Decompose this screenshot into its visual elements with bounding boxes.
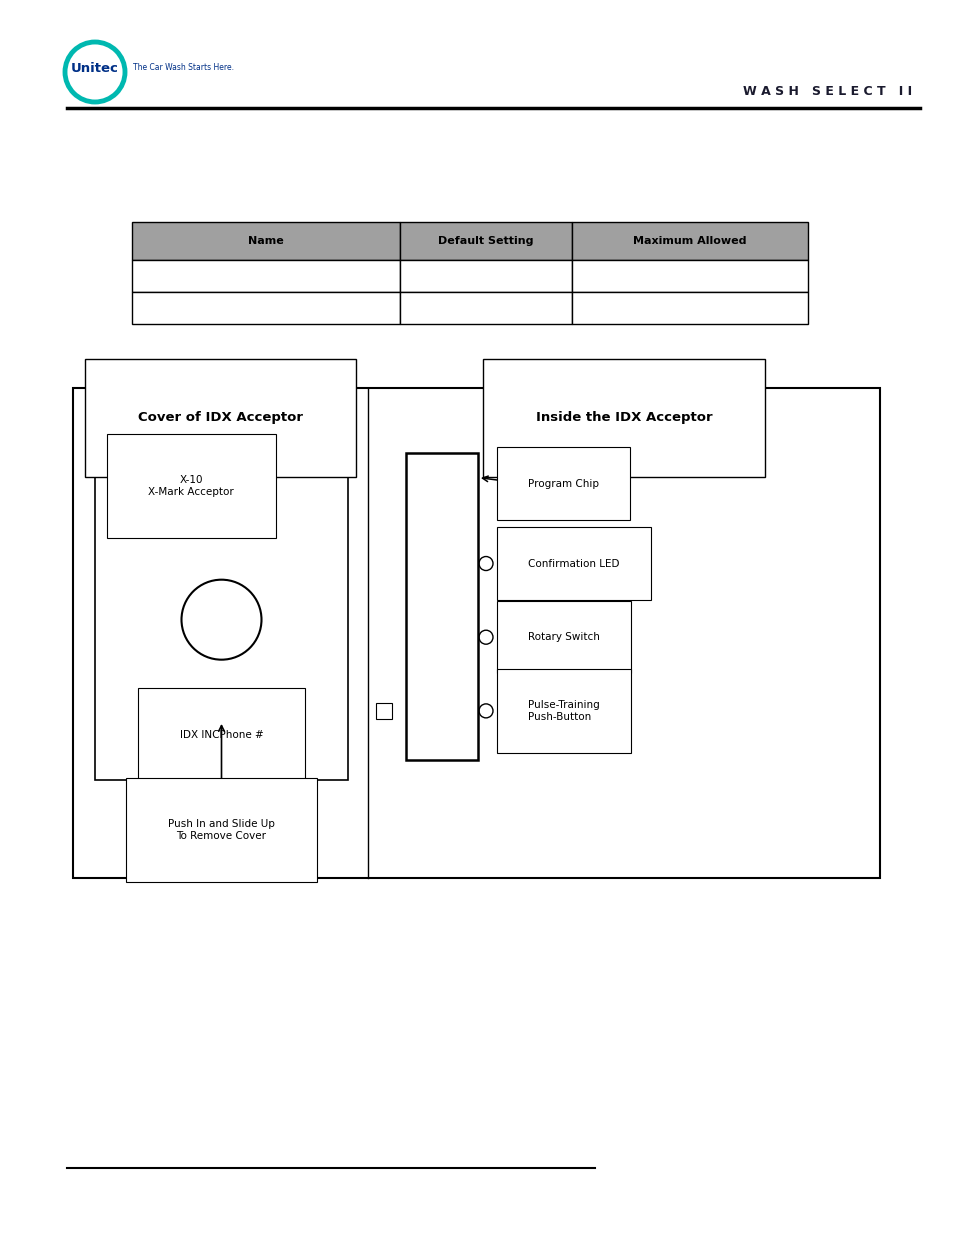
Text: Rotary Switch: Rotary Switch — [527, 632, 599, 642]
Text: Confirmation LED: Confirmation LED — [527, 558, 618, 568]
Text: Cover of IDX Acceptor: Cover of IDX Acceptor — [138, 411, 303, 425]
Text: X-10
X-Mark Acceptor: X-10 X-Mark Acceptor — [148, 475, 233, 496]
Bar — [132, 222, 399, 261]
Text: Push In and Slide Up
To Remove Cover: Push In and Slide Up To Remove Cover — [168, 819, 274, 841]
Text: Default Setting: Default Setting — [437, 236, 533, 246]
Text: The Car Wash Starts Here.: The Car Wash Starts Here. — [132, 63, 233, 73]
Text: Inside the IDX Acceptor: Inside the IDX Acceptor — [536, 411, 712, 425]
Bar — [399, 261, 572, 291]
Text: IDX INCPhone #: IDX INCPhone # — [179, 730, 263, 740]
Bar — [572, 291, 807, 324]
Bar — [375, 703, 392, 719]
Bar — [572, 222, 807, 261]
Bar — [132, 261, 399, 291]
Text: Pulse-Training
Push-Button: Pulse-Training Push-Button — [527, 700, 599, 721]
Text: Unitec: Unitec — [71, 62, 119, 74]
Text: Program Chip: Program Chip — [527, 479, 598, 489]
Text: W A S H   S E L E C T   I I: W A S H S E L E C T I I — [742, 85, 911, 98]
Bar — [572, 261, 807, 291]
Text: Name: Name — [248, 236, 284, 246]
Bar — [406, 453, 477, 760]
Bar — [132, 291, 399, 324]
Bar — [399, 222, 572, 261]
Bar — [399, 291, 572, 324]
Bar — [95, 446, 348, 781]
Bar — [73, 388, 879, 878]
Text: Maximum Allowed: Maximum Allowed — [633, 236, 746, 246]
